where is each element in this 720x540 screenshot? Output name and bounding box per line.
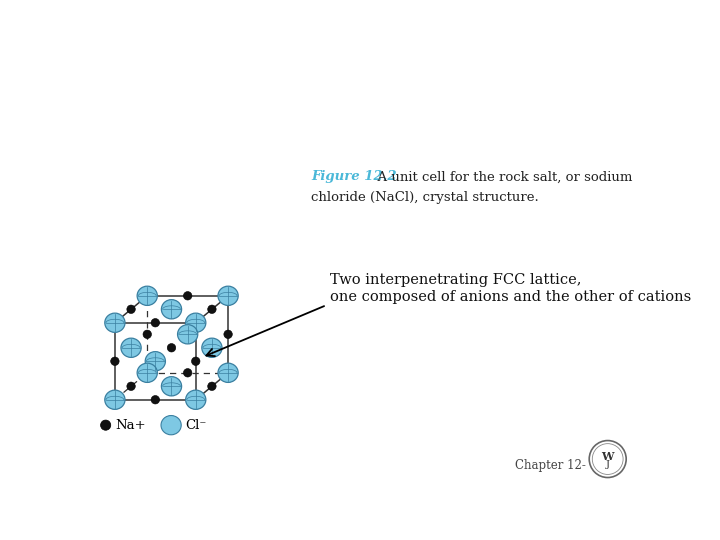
Ellipse shape (218, 286, 238, 306)
Ellipse shape (178, 325, 198, 344)
Circle shape (184, 369, 192, 377)
Circle shape (192, 357, 200, 366)
Ellipse shape (161, 416, 181, 435)
Circle shape (127, 382, 135, 390)
Text: Two interpenetrating FCC lattice,
one composed of anions and the other of cation: Two interpenetrating FCC lattice, one co… (330, 273, 692, 303)
Circle shape (224, 330, 233, 339)
Circle shape (151, 319, 160, 327)
Ellipse shape (202, 338, 222, 357)
Ellipse shape (105, 313, 125, 333)
Ellipse shape (161, 377, 181, 396)
Circle shape (589, 441, 626, 477)
Circle shape (101, 420, 111, 430)
Ellipse shape (186, 390, 206, 409)
Circle shape (593, 444, 623, 475)
Circle shape (184, 292, 192, 300)
Ellipse shape (161, 300, 181, 319)
Ellipse shape (218, 363, 238, 382)
Circle shape (207, 382, 216, 390)
Text: Na+: Na+ (116, 418, 146, 431)
Circle shape (207, 305, 216, 314)
Text: Chapter 12-: Chapter 12- (516, 459, 586, 472)
Ellipse shape (105, 390, 125, 409)
Text: A unit cell for the rock salt, or sodium: A unit cell for the rock salt, or sodium (369, 170, 632, 183)
Text: Cl⁻: Cl⁻ (185, 418, 207, 431)
Circle shape (127, 305, 135, 314)
Ellipse shape (137, 286, 158, 306)
Circle shape (167, 343, 176, 352)
Ellipse shape (186, 313, 206, 333)
Circle shape (111, 357, 119, 366)
Text: chloride (NaCl), crystal structure.: chloride (NaCl), crystal structure. (311, 191, 539, 204)
Ellipse shape (121, 338, 141, 357)
Text: Figure 12.2: Figure 12.2 (311, 170, 397, 183)
Ellipse shape (137, 363, 158, 382)
Text: W: W (601, 451, 614, 462)
Circle shape (151, 395, 160, 404)
Circle shape (143, 330, 151, 339)
Ellipse shape (145, 352, 166, 371)
Text: J: J (606, 460, 610, 469)
